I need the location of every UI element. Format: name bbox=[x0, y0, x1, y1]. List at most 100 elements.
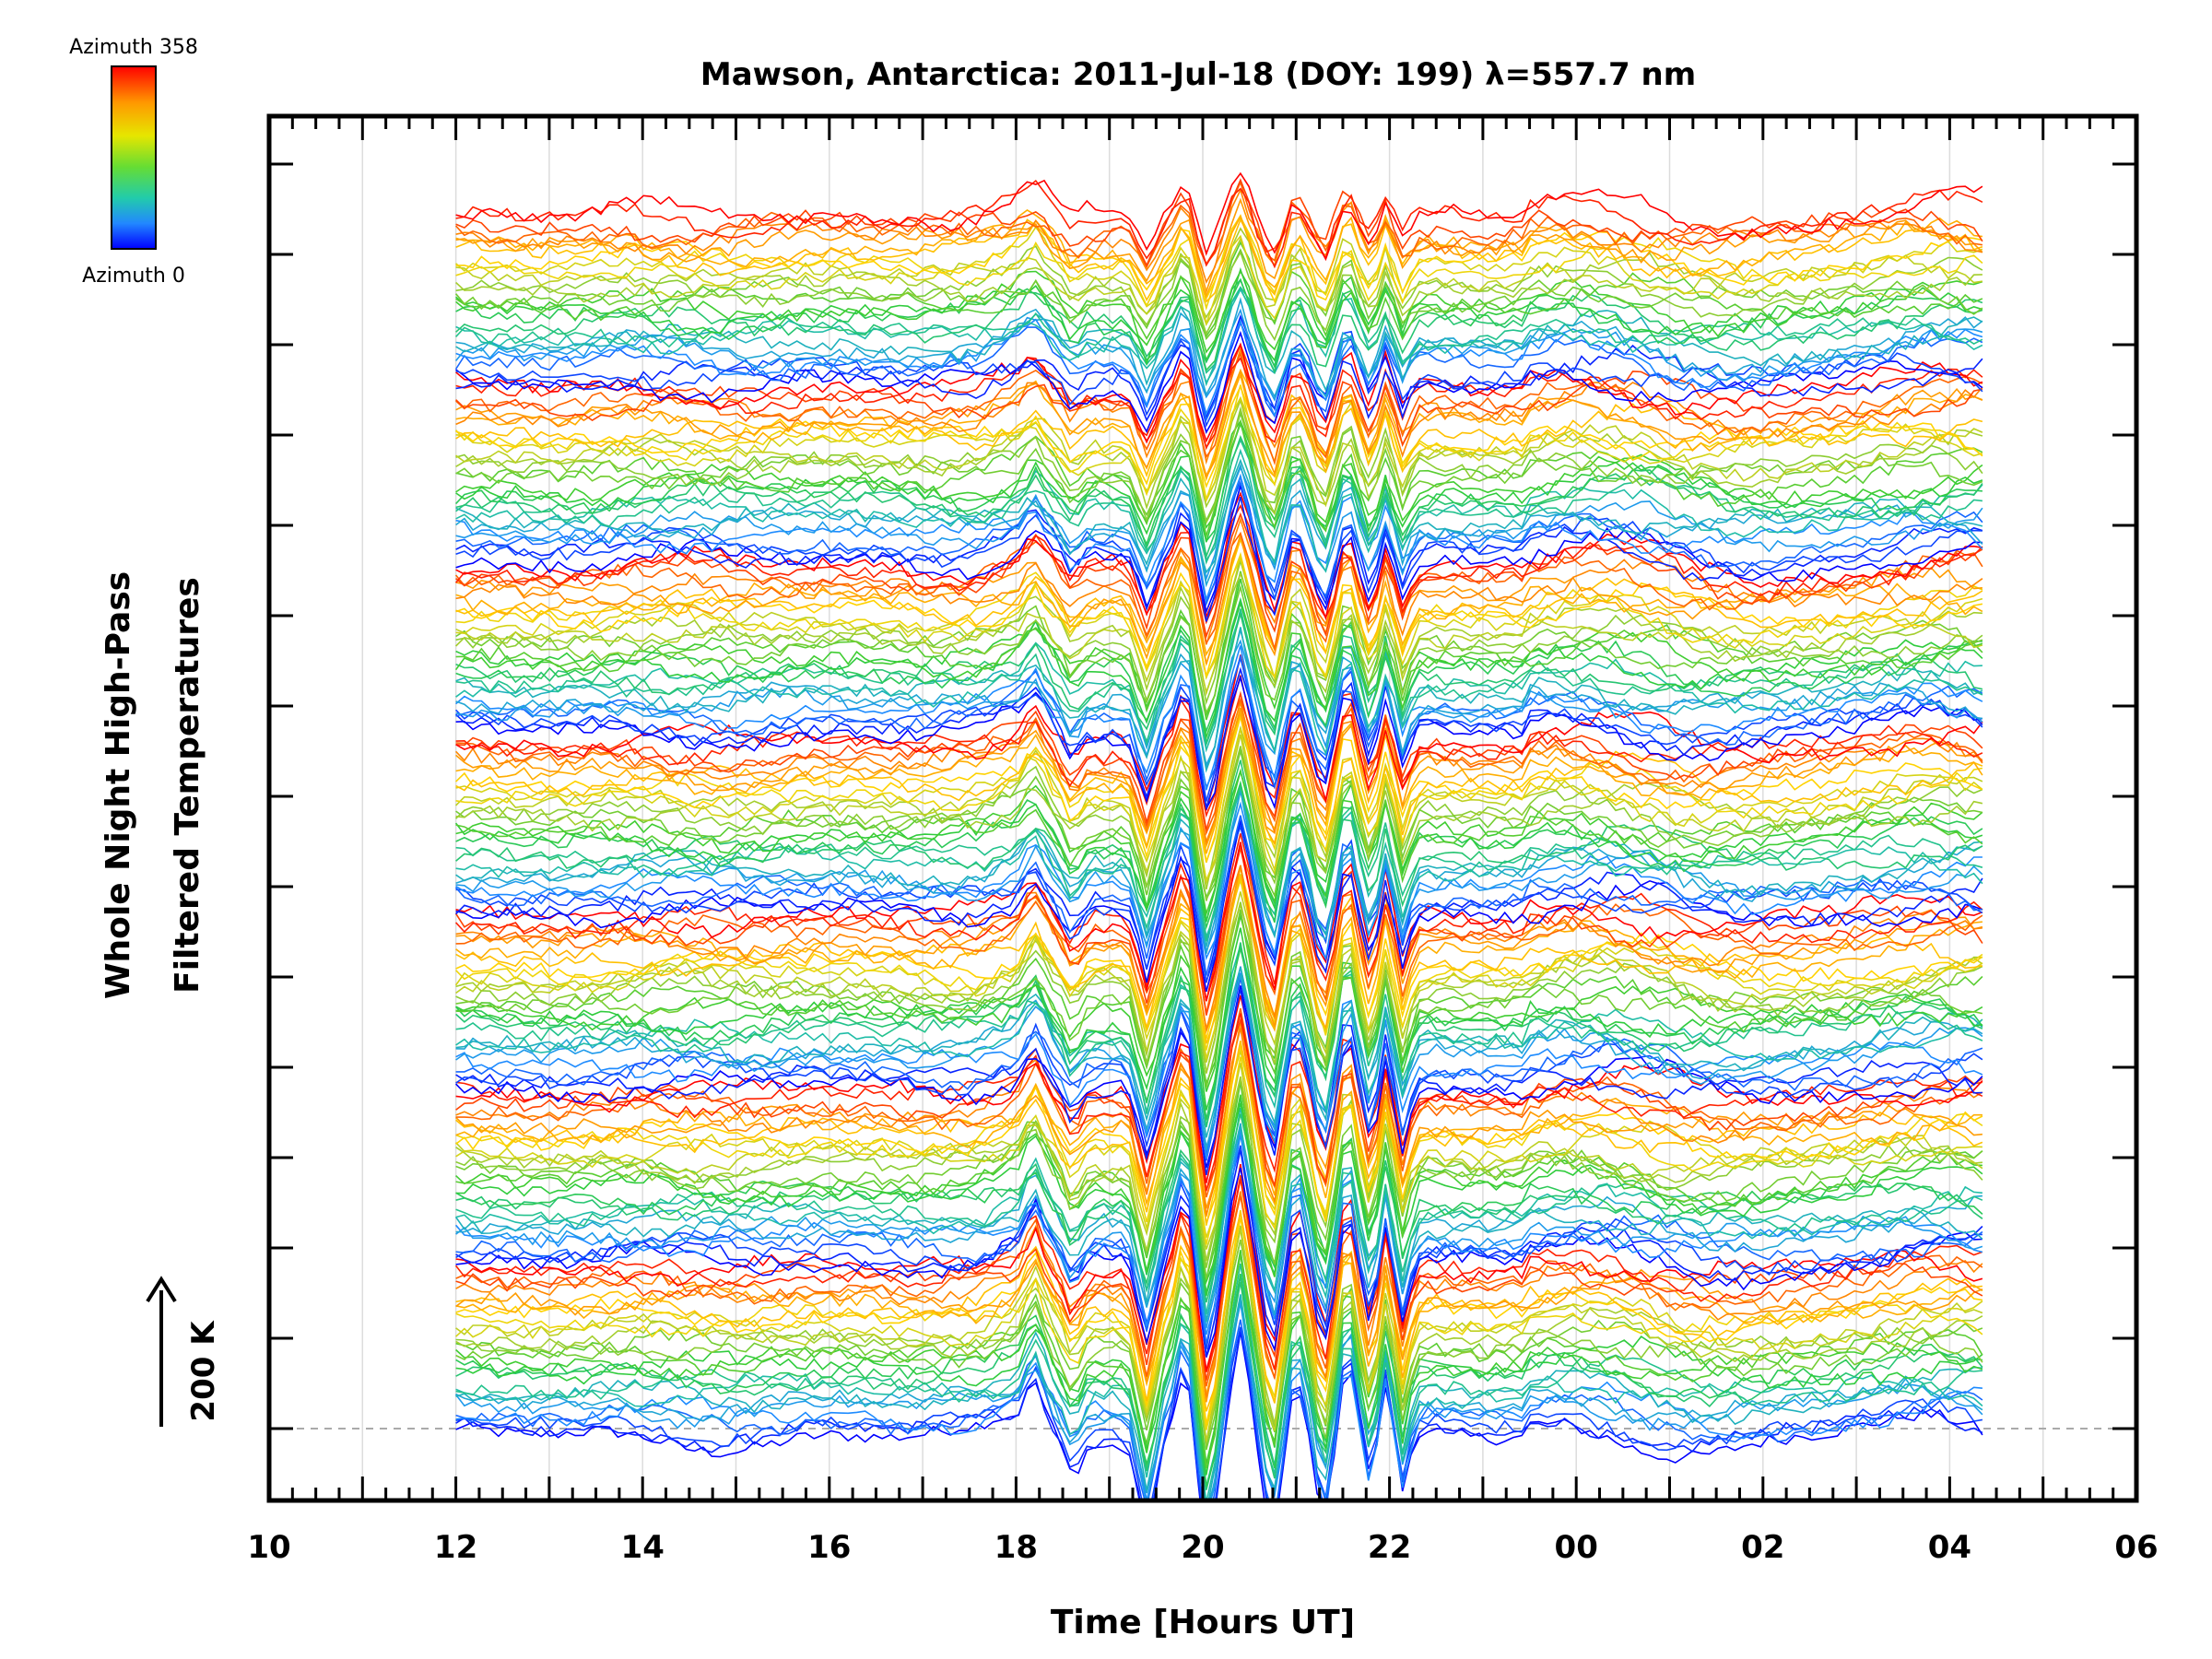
azimuth-trace bbox=[455, 188, 1983, 284]
azimuth-trace bbox=[455, 209, 1983, 299]
azimuth-trace bbox=[455, 277, 1983, 375]
x-tick-label: 16 bbox=[807, 1529, 851, 1566]
azimuth-trace bbox=[455, 571, 1983, 695]
azimuth-trace bbox=[455, 653, 1983, 790]
azimuth-trace bbox=[455, 288, 1983, 387]
azimuth-trace bbox=[455, 465, 1983, 582]
azimuth-trace bbox=[455, 368, 1983, 480]
azimuth-trace bbox=[455, 801, 1983, 961]
azimuth-trace bbox=[455, 536, 1983, 677]
azimuth-colorbar bbox=[111, 65, 157, 250]
azimuth-trace bbox=[455, 785, 1983, 940]
azimuth-trace bbox=[455, 610, 1983, 756]
azimuth-trace bbox=[455, 179, 1983, 269]
azimuth-trace bbox=[455, 666, 1983, 808]
chart-title: Mawson, Antarctica: 2011-Jul-18 (DOY: 19… bbox=[700, 56, 1696, 93]
azimuth-trace bbox=[455, 496, 1983, 622]
azimuth-trace bbox=[455, 1082, 1983, 1279]
scale-bar-label: 200 K bbox=[185, 1320, 222, 1422]
azimuth-trace bbox=[455, 1273, 1983, 1488]
azimuth-trace bbox=[454, 848, 1983, 1016]
x-tick-label: 00 bbox=[1555, 1529, 1598, 1566]
azimuth-trace bbox=[455, 218, 1983, 303]
azimuth-trace bbox=[455, 351, 1983, 466]
azimuth-trace bbox=[454, 768, 1983, 923]
y-axis-label-line1: Whole Night High-Pass bbox=[100, 571, 137, 999]
azimuth-trace bbox=[455, 245, 1983, 342]
azimuth-trace bbox=[455, 988, 1983, 1176]
azimuth-trace bbox=[455, 1253, 1983, 1469]
azimuth-trace bbox=[455, 342, 1983, 444]
x-tick-labels: 10 12 14 16 18 20 22 00 02 04 06 bbox=[247, 1529, 2158, 1566]
azimuth-trace bbox=[454, 531, 1983, 653]
azimuth-trace bbox=[455, 512, 1983, 640]
azimuth-trace bbox=[455, 395, 1983, 508]
x-tick-label: 18 bbox=[994, 1529, 1038, 1566]
azimuth-trace bbox=[455, 556, 1983, 681]
azimuth-trace bbox=[455, 1028, 1983, 1216]
scale-arrow bbox=[146, 1276, 177, 1427]
azimuth-trace bbox=[455, 1240, 1983, 1451]
azimuth-trace bbox=[455, 734, 1983, 886]
azimuth-trace bbox=[455, 583, 1983, 715]
azimuth-trace bbox=[455, 728, 1983, 884]
azimuth-trace bbox=[455, 927, 1983, 1111]
azimuth-trace bbox=[455, 974, 1983, 1151]
x-tick-label: 22 bbox=[1368, 1529, 1411, 1566]
azimuth-trace bbox=[455, 716, 1983, 864]
azimuth-trace bbox=[455, 197, 1983, 295]
azimuth-trace bbox=[455, 746, 1983, 901]
azimuth-trace bbox=[455, 1149, 1983, 1358]
azimuth-trace bbox=[455, 458, 1983, 574]
azimuth-trace bbox=[455, 768, 1983, 917]
azimuth-trace bbox=[455, 750, 1983, 901]
azimuth-trace bbox=[455, 780, 1983, 931]
colorbar-top-label: Azimuth 358 bbox=[69, 36, 198, 59]
azimuth-trace bbox=[455, 269, 1983, 354]
azimuth-trace bbox=[455, 1167, 1983, 1358]
trace-stack bbox=[454, 171, 1983, 1500]
azimuth-trace bbox=[455, 1229, 1983, 1441]
azimuth-trace bbox=[455, 645, 1983, 791]
azimuth-trace bbox=[455, 697, 1983, 836]
azimuth-trace bbox=[455, 1013, 1983, 1192]
azimuth-trace bbox=[455, 277, 1983, 372]
azimuth-trace bbox=[455, 397, 1983, 516]
azimuth-trace bbox=[455, 356, 1983, 450]
x-tick-label: 14 bbox=[621, 1529, 665, 1566]
azimuth-trace bbox=[455, 297, 1983, 399]
azimuth-trace bbox=[455, 875, 1983, 1044]
azimuth-trace bbox=[455, 384, 1983, 503]
azimuth-trace bbox=[455, 865, 1983, 1034]
azimuth-trace bbox=[455, 627, 1983, 773]
azimuth-trace bbox=[455, 865, 1983, 1030]
x-tick-label: 02 bbox=[1741, 1529, 1784, 1566]
azimuth-trace bbox=[455, 483, 1983, 615]
azimuth-trace bbox=[455, 1212, 1983, 1412]
azimuth-trace bbox=[455, 966, 1983, 1138]
azimuth-trace bbox=[454, 1135, 1983, 1335]
azimuth-trace bbox=[455, 1299, 1983, 1500]
azimuth-trace bbox=[455, 790, 1983, 954]
azimuth-trace bbox=[455, 1056, 1983, 1245]
azimuth-trace bbox=[455, 438, 1983, 565]
azimuth-trace bbox=[455, 833, 1983, 1002]
azimuth-trace bbox=[455, 1045, 1983, 1226]
x-tick-label: 12 bbox=[434, 1529, 477, 1566]
azimuth-trace bbox=[455, 551, 1983, 679]
azimuth-trace bbox=[455, 707, 1983, 846]
azimuth-trace bbox=[455, 418, 1983, 539]
azimuth-trace bbox=[455, 406, 1983, 525]
azimuth-trace bbox=[455, 1076, 1983, 1262]
azimuth-trace bbox=[455, 226, 1983, 327]
azimuth-trace bbox=[455, 824, 1983, 982]
azimuth-trace bbox=[455, 473, 1983, 603]
azimuth-trace bbox=[455, 675, 1983, 811]
colorbar-bottom-label: Azimuth 0 bbox=[82, 265, 185, 288]
axis-ticks bbox=[267, 116, 2138, 1500]
azimuth-trace bbox=[455, 171, 1983, 262]
azimuth-trace bbox=[455, 1195, 1983, 1387]
azimuth-trace bbox=[455, 1127, 1983, 1345]
azimuth-trace bbox=[455, 237, 1983, 326]
azimuth-trace bbox=[455, 1163, 1983, 1371]
